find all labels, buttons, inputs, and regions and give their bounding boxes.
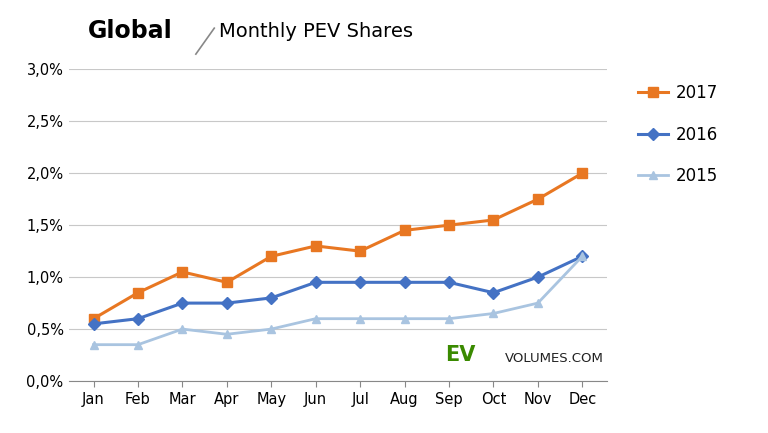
2015 [222, 332, 231, 337]
2017 [89, 316, 98, 321]
2016 [266, 295, 276, 301]
2015 [445, 316, 454, 321]
2016 [178, 301, 187, 306]
2016 [222, 301, 231, 306]
2017 [222, 280, 231, 285]
2015 [356, 316, 365, 321]
2017 [266, 254, 276, 259]
Legend: 2017, 2016, 2015: 2017, 2016, 2015 [631, 78, 725, 192]
2016 [89, 321, 98, 326]
2017 [178, 269, 187, 275]
2015 [178, 326, 187, 332]
2017 [488, 217, 498, 223]
Line: 2016: 2016 [89, 252, 587, 328]
2016 [134, 316, 143, 321]
Text: Monthly PEV Shares: Monthly PEV Shares [219, 22, 413, 41]
2016 [578, 254, 587, 259]
2015 [266, 326, 276, 332]
2015 [533, 301, 542, 306]
2016 [400, 280, 409, 285]
2016 [311, 280, 320, 285]
2015 [488, 311, 498, 316]
2015 [89, 342, 98, 347]
2017 [356, 249, 365, 254]
2017 [578, 171, 587, 176]
2015 [134, 342, 143, 347]
2016 [356, 280, 365, 285]
2015 [400, 316, 409, 321]
2016 [488, 290, 498, 295]
Text: Global: Global [88, 19, 173, 43]
2017 [134, 290, 143, 295]
2015 [311, 316, 320, 321]
2015 [578, 254, 587, 259]
2017 [311, 243, 320, 249]
Text: VOLUMES.COM: VOLUMES.COM [505, 352, 604, 365]
Line: 2017: 2017 [88, 168, 588, 323]
2017 [445, 223, 454, 228]
Text: EV: EV [445, 346, 475, 365]
2017 [400, 228, 409, 233]
2016 [445, 280, 454, 285]
2017 [533, 197, 542, 202]
Line: 2015: 2015 [89, 252, 587, 349]
2016 [533, 275, 542, 280]
